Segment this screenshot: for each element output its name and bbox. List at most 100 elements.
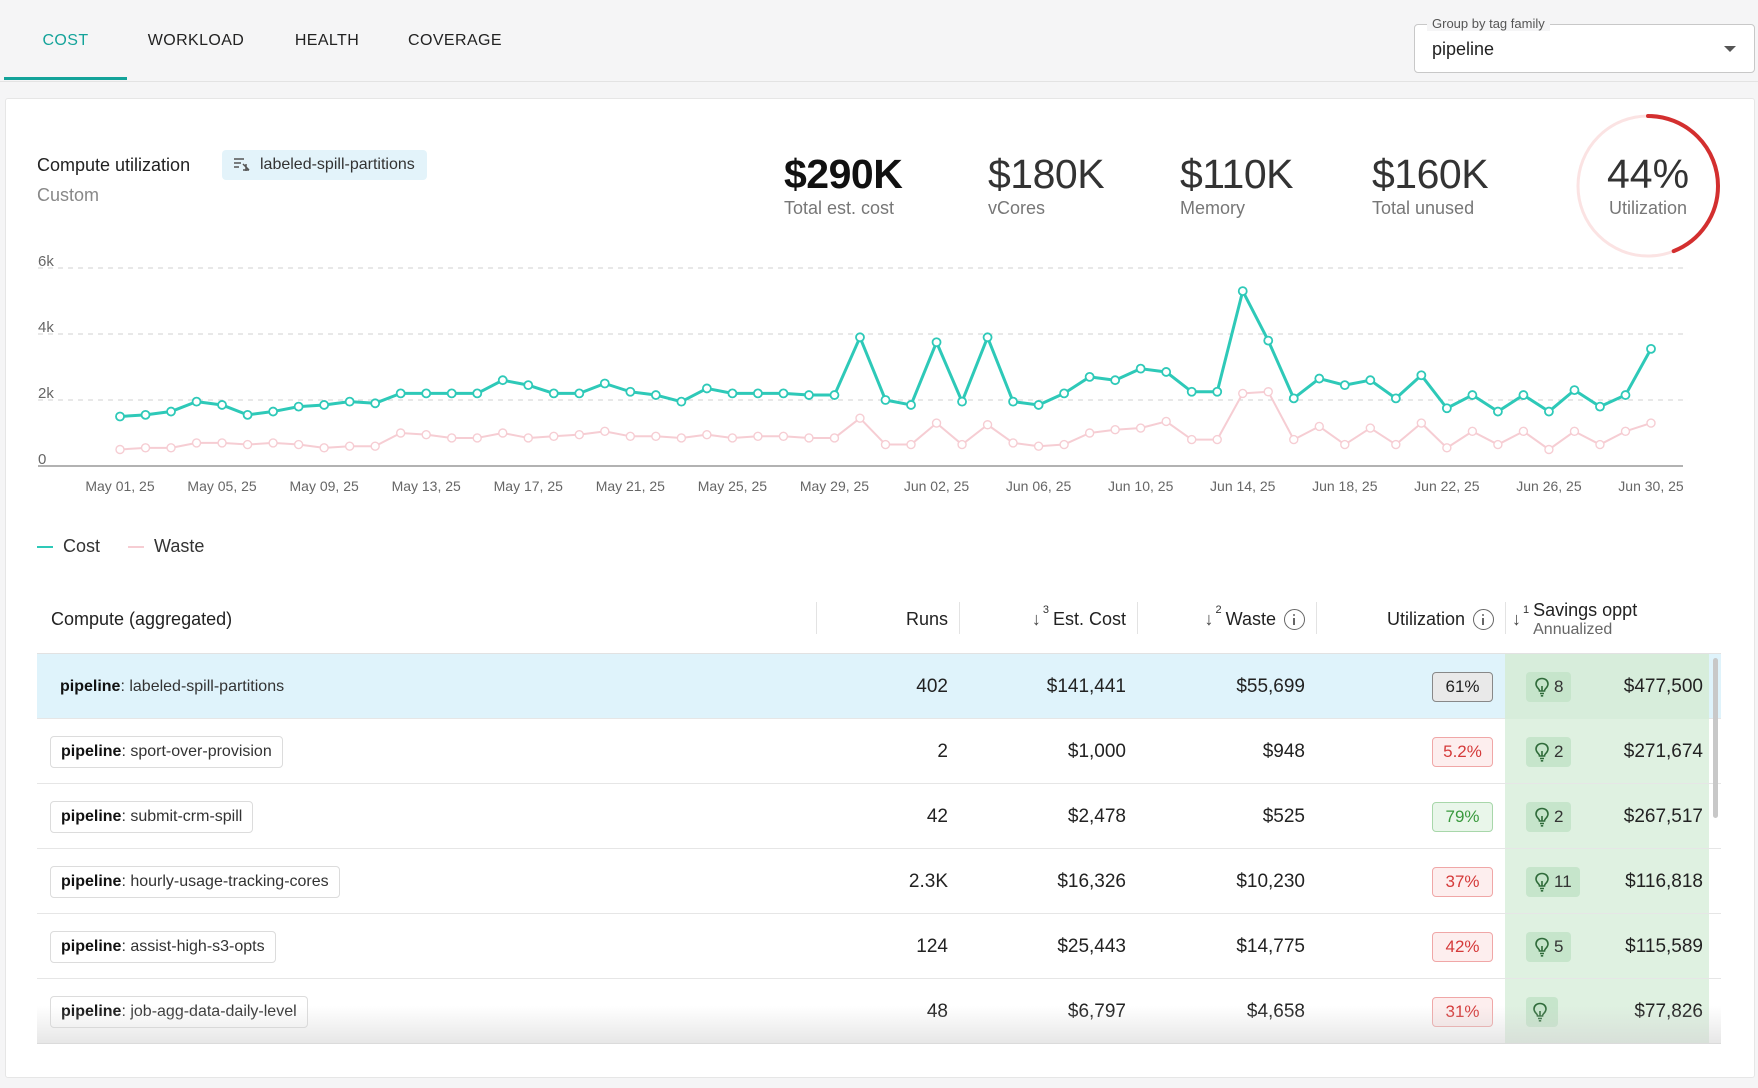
tab-cost[interactable]: COST: [42, 32, 89, 49]
data-point-waste: [982, 420, 993, 430]
recommendations-badge[interactable]: 5: [1526, 932, 1572, 962]
recommendations-badge[interactable]: 2: [1526, 737, 1572, 767]
tab-workload[interactable]: WORKLOAD: [147, 32, 245, 49]
table-body: pipeline: labeled-spill-partitions 402 $…: [37, 654, 1721, 1044]
data-point-waste: [1314, 421, 1324, 432]
data-point-waste: [523, 433, 533, 443]
pipeline-tag-pill[interactable]: pipeline: labeled-spill-partitions: [60, 678, 285, 695]
lightbulb-icon: [1535, 807, 1549, 827]
column-header-utilization[interactable]: Utilization: [1317, 584, 1506, 654]
column-header-est-cost[interactable]: ↓ 3 Est. Cost: [973, 584, 1138, 654]
savings-value: $115,589: [1625, 935, 1703, 957]
data-point-cost: [753, 388, 763, 399]
legend-item-cost[interactable]: Cost: [37, 536, 100, 557]
x-tick-label: Jun 26, 25: [1516, 478, 1582, 494]
data-point-waste: [395, 428, 406, 438]
data-point-waste: [1391, 439, 1401, 450]
utilization-label: Utilization: [1608, 198, 1688, 218]
recommendations-badge[interactable]: [1526, 997, 1558, 1027]
data-point-cost: [1161, 367, 1172, 377]
info-icon[interactable]: [1473, 608, 1494, 630]
column-header-waste[interactable]: ↓ 2 Waste: [1147, 584, 1317, 654]
tag-filter-chip[interactable]: labeled-spill-partitions: [222, 150, 427, 180]
tab-health[interactable]: HEALTH: [294, 32, 360, 49]
data-point-waste: [1135, 423, 1146, 433]
group-by-select[interactable]: Group by tag family pipeline: [1414, 16, 1755, 73]
table-row[interactable]: pipeline: labeled-spill-partitions 402 $…: [37, 654, 1721, 719]
recommendations-badge[interactable]: 11: [1526, 867, 1580, 897]
pipeline-tag-pill[interactable]: pipeline: job-agg-data-daily-level: [50, 996, 308, 1028]
column-header-runs[interactable]: Runs: [823, 584, 960, 654]
data-point-cost: [1186, 386, 1197, 397]
data-point-waste: [600, 426, 610, 437]
waste-value: $14,775: [1236, 935, 1305, 957]
data-point-cost: [217, 400, 227, 410]
chevron-down-icon[interactable]: [1724, 46, 1736, 52]
data-point-waste: [498, 428, 508, 438]
table-row[interactable]: pipeline: hourly-usage-tracking-cores 2.…: [37, 849, 1721, 914]
group-by-label: Group by tag family: [1427, 16, 1550, 31]
data-point-cost: [1493, 406, 1503, 417]
recommendations-count: 11: [1554, 872, 1572, 891]
data-point-waste: [217, 438, 227, 448]
pipeline-tag-pill[interactable]: pipeline: submit-crm-spill: [50, 801, 254, 833]
data-point-waste: [1059, 439, 1069, 450]
recommendations-count: 2: [1554, 807, 1564, 826]
sort-down-arrow-icon: ↓: [1031, 608, 1041, 629]
lightbulb-icon: [1533, 1002, 1547, 1022]
x-tick-label: Jun 02, 25: [904, 478, 970, 494]
column-header-label: Savings oppt: [1533, 600, 1638, 620]
y-tick-label: 0: [38, 451, 46, 468]
data-point-waste: [1008, 438, 1018, 448]
data-point-waste: [880, 439, 891, 450]
data-point-cost: [1646, 343, 1656, 354]
runs-value: 402: [916, 675, 948, 697]
table-row[interactable]: pipeline: sport-over-provision 2 $1,000 …: [37, 719, 1721, 784]
kpi-vcores: $180K vCores: [988, 150, 1105, 219]
legend-item-waste[interactable]: Waste: [128, 536, 204, 557]
data-point-cost: [115, 411, 125, 422]
data-point-cost: [625, 386, 636, 397]
savings-value: $477,500: [1623, 675, 1703, 697]
data-point-cost: [906, 400, 916, 410]
x-tick-label: Jun 30, 25: [1618, 478, 1684, 494]
data-point-waste: [1620, 426, 1631, 437]
kpi-value: $160K: [1372, 151, 1489, 197]
data-point-waste: [931, 418, 942, 428]
tab-coverage[interactable]: COVERAGE: [408, 32, 502, 49]
data-point-waste: [1212, 434, 1222, 445]
table-row[interactable]: pipeline: submit-crm-spill 42 $2,478 $52…: [37, 784, 1721, 849]
data-point-cost: [1365, 375, 1376, 386]
utilization-badge: 31%: [1432, 997, 1493, 1027]
y-tick-label: 4k: [38, 319, 54, 336]
pipeline-tag-pill[interactable]: pipeline: hourly-usage-tracking-cores: [50, 866, 340, 898]
tag-key: pipeline: [61, 1003, 122, 1020]
table-row[interactable]: pipeline: job-agg-data-daily-level 48 $6…: [37, 979, 1721, 1044]
data-point-cost: [804, 390, 814, 400]
column-header-name[interactable]: Compute (aggregated): [51, 584, 817, 654]
data-point-waste: [574, 429, 584, 440]
runs-value: 48: [926, 1000, 948, 1022]
data-point-cost: [599, 378, 610, 389]
table-row[interactable]: pipeline: assist-high-s3-opts 124 $25,44…: [37, 914, 1721, 979]
kpi-label: vCores: [988, 198, 1046, 218]
kpi-value: $290K: [784, 151, 903, 197]
recommendations-badge[interactable]: 8: [1526, 672, 1572, 702]
data-point-waste: [906, 439, 916, 450]
x-tick-label: Jun 14, 25: [1210, 478, 1276, 494]
column-header-savings[interactable]: ↓ 1 Savings oppt Annualized: [1512, 584, 1708, 654]
data-point-cost: [650, 390, 661, 400]
data-point-waste: [1084, 428, 1095, 438]
info-icon[interactable]: [1284, 608, 1305, 630]
savings-value: $116,818: [1625, 870, 1703, 892]
scrollbar[interactable]: [1713, 658, 1718, 818]
lightbulb-icon: [1535, 677, 1549, 697]
data-point-waste: [855, 413, 865, 423]
pipeline-tag-pill[interactable]: pipeline: assist-high-s3-opts: [50, 931, 276, 963]
waste-value: $10,230: [1236, 870, 1305, 892]
data-point-cost: [1237, 286, 1248, 297]
data-point-cost: [931, 337, 942, 348]
data-point-cost: [1084, 371, 1095, 382]
pipeline-tag-pill[interactable]: pipeline: sport-over-provision: [50, 736, 283, 768]
recommendations-badge[interactable]: 2: [1526, 802, 1572, 832]
